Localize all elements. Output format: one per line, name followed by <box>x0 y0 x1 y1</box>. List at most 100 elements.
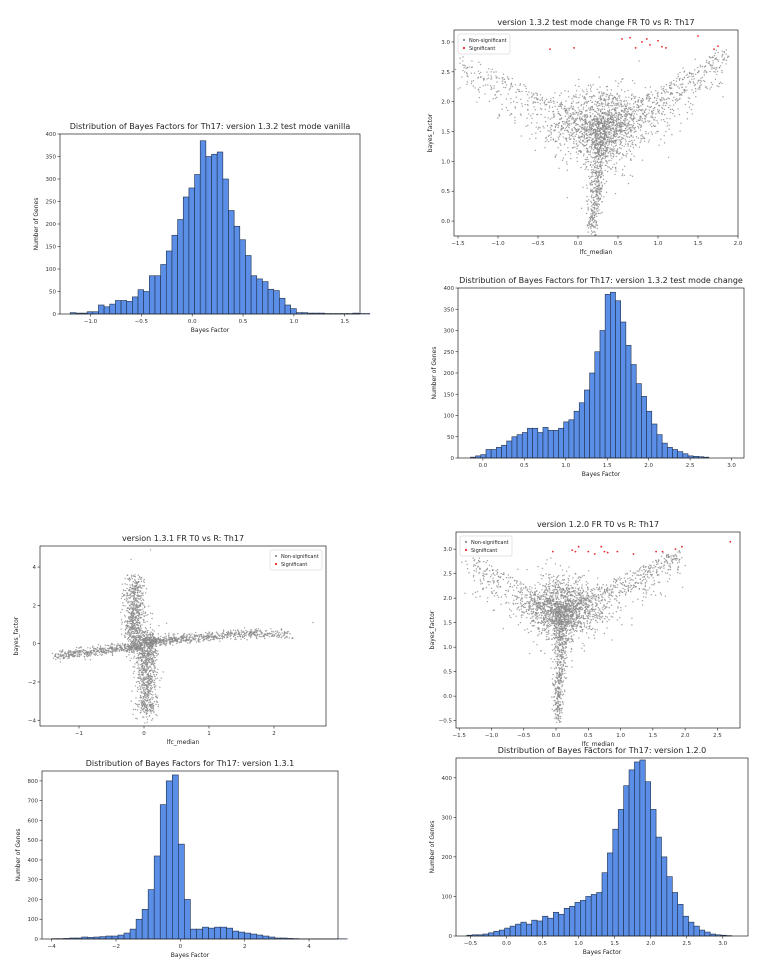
nonsig-point <box>583 97 585 99</box>
nonsig-point <box>132 616 135 618</box>
nonsig-point <box>591 97 593 99</box>
nonsig-point <box>131 690 133 692</box>
nonsig-point <box>699 79 701 82</box>
nonsig-point <box>660 97 663 99</box>
nonsig-point <box>516 88 519 91</box>
nonsig-point <box>671 108 674 111</box>
nonsig-point <box>532 94 534 96</box>
nonsig-point <box>553 129 555 132</box>
y-tick-label: 0 <box>451 456 455 462</box>
nonsig-point <box>596 88 599 91</box>
nonsig-point <box>89 650 92 652</box>
nonsig-point <box>539 94 542 96</box>
histogram-bar <box>250 275 258 315</box>
nonsig-point <box>670 83 673 85</box>
nonsig-point <box>715 67 718 69</box>
nonsig-point <box>600 212 602 215</box>
nonsig-point <box>519 84 521 86</box>
nonsig-point <box>648 100 650 102</box>
nonsig-point <box>566 163 568 165</box>
nonsig-point <box>608 125 610 127</box>
nonsig-point <box>129 629 131 631</box>
nonsig-point <box>641 117 644 120</box>
nonsig-point <box>601 187 603 189</box>
nonsig-point <box>631 119 634 122</box>
nonsig-point <box>675 98 678 100</box>
nonsig-point <box>646 105 649 107</box>
nonsig-point <box>172 644 174 646</box>
nonsig-point <box>621 133 623 136</box>
histogram-bar <box>279 297 286 315</box>
y-tick-label: 0 <box>53 312 57 318</box>
nonsig-point <box>546 125 549 127</box>
nonsig-point <box>478 61 480 64</box>
nonsig-point <box>135 648 137 651</box>
nonsig-point <box>97 649 99 652</box>
nonsig-point <box>625 154 627 157</box>
nonsig-point <box>590 129 592 131</box>
nonsig-point <box>576 160 579 163</box>
nonsig-point <box>588 121 590 123</box>
nonsig-point <box>663 108 666 111</box>
nonsig-point <box>141 674 144 676</box>
nonsig-point <box>568 126 570 129</box>
nonsig-point <box>591 184 593 186</box>
nonsig-point <box>623 174 626 177</box>
nonsig-point <box>574 135 576 137</box>
nonsig-point <box>648 139 650 141</box>
nonsig-point <box>473 72 476 74</box>
nonsig-point <box>140 673 143 676</box>
nonsig-point <box>145 656 147 659</box>
nonsig-point <box>624 143 627 145</box>
nonsig-point <box>638 96 641 99</box>
nonsig-point <box>595 142 597 144</box>
histogram-bar <box>233 225 241 315</box>
nonsig-point <box>235 631 237 634</box>
histogram-bar <box>216 151 224 315</box>
nonsig-point <box>510 102 512 104</box>
nonsig-point <box>607 136 610 138</box>
nonsig-point <box>582 144 585 146</box>
nonsig-point <box>603 106 605 108</box>
nonsig-point <box>527 124 529 127</box>
nonsig-point <box>139 624 142 627</box>
nonsig-point <box>654 119 656 121</box>
nonsig-point <box>584 115 586 117</box>
nonsig-point <box>632 103 635 105</box>
nonsig-point <box>109 646 112 649</box>
nonsig-point <box>639 126 642 128</box>
nonsig-point <box>559 114 561 117</box>
nonsig-point <box>132 612 135 614</box>
nonsig-point <box>502 79 504 81</box>
nonsig-point <box>714 71 717 73</box>
nonsig-point <box>593 158 596 160</box>
histogram-bar <box>501 444 508 459</box>
nonsig-point <box>663 134 665 137</box>
nonsig-point <box>658 144 660 146</box>
nonsig-point <box>597 174 600 177</box>
nonsig-point <box>689 81 692 84</box>
nonsig-point <box>564 90 566 92</box>
nonsig-point <box>573 96 575 98</box>
nonsig-point <box>701 76 704 79</box>
nonsig-point <box>608 137 610 139</box>
nonsig-point <box>601 139 603 142</box>
nonsig-point <box>677 99 679 101</box>
nonsig-point <box>208 640 211 642</box>
nonsig-point <box>617 117 619 119</box>
nonsig-point <box>155 655 158 657</box>
nonsig-point <box>614 116 617 119</box>
nonsig-point <box>618 112 620 114</box>
nonsig-point <box>144 692 147 694</box>
nonsig-point <box>527 100 529 102</box>
nonsig-point <box>623 111 626 113</box>
nonsig-point <box>532 102 534 104</box>
nonsig-point <box>589 109 591 111</box>
nonsig-point <box>600 136 602 139</box>
nonsig-point <box>715 58 718 60</box>
nonsig-point <box>578 140 580 143</box>
nonsig-point <box>584 122 586 125</box>
nonsig-point <box>633 109 635 111</box>
nonsig-point <box>608 150 611 153</box>
nonsig-point <box>608 166 610 169</box>
